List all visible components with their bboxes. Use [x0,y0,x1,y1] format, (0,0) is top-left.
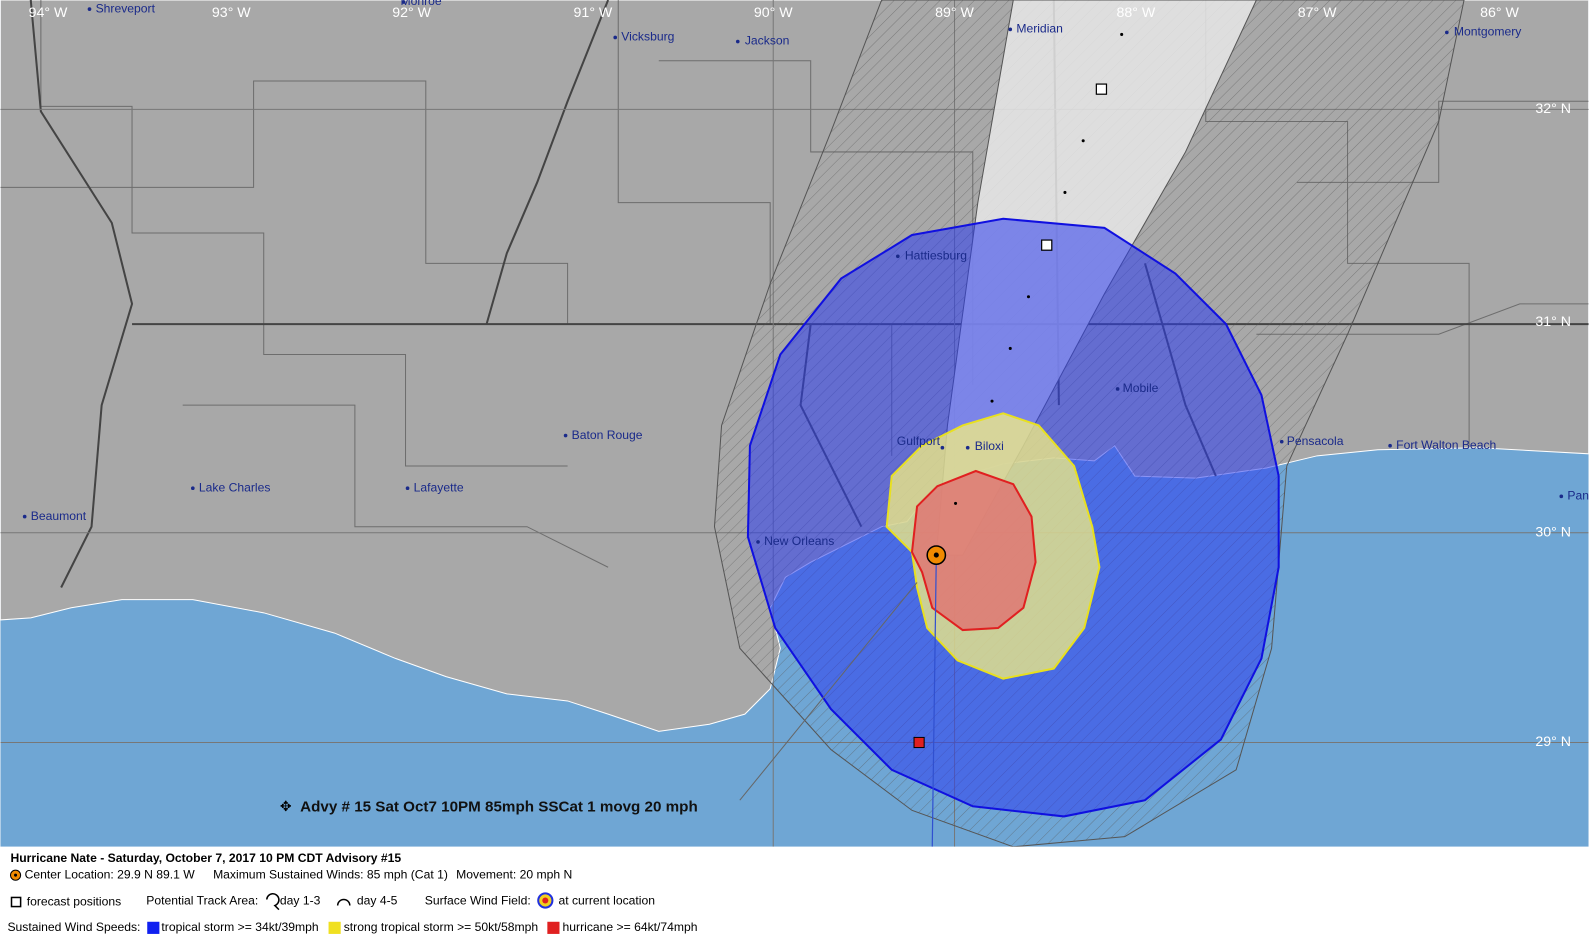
hurricane-swatch [547,921,560,934]
wind-speeds-label: Sustained Wind Speeds: [7,920,140,934]
city-label: Baton Rouge [572,428,643,442]
city-dot [1115,387,1120,391]
longitude-label: 86° W [1480,5,1519,21]
city-dot [1388,443,1392,448]
track-line [931,555,937,847]
longitude-label: 88° W [1116,5,1155,21]
forecast-positions [1041,83,1108,251]
city-label: Gulfport [897,434,941,448]
legend-title: Hurricane Nate - Saturday, October 7, 20… [10,851,401,865]
city-label: Pensacola [1287,434,1344,448]
city-label: Meridian [1016,22,1063,36]
longitude-label: 91° W [574,5,613,21]
current-location: at current location [558,894,655,908]
past-position [913,736,925,749]
city-dot [1445,30,1449,35]
day-4-5: day 4-5 [357,894,398,908]
center-location: Center Location: 29.9 N 89.1 W [25,867,196,881]
city-dot [895,254,900,259]
forecast-icon [10,896,22,908]
latitude-label: 29° N [1535,734,1571,750]
longitude-label: 87° W [1298,5,1337,21]
max-winds: Maximum Sustained Winds: 85 mph (Cat 1) [213,867,448,881]
day-4-5-icon [336,898,351,906]
movement: Movement: 20 mph N [456,867,572,881]
move-icon: ✥ [280,799,292,815]
current-location-marker [926,545,947,565]
city-label: Biloxi [975,439,1004,453]
city-label: Shreveport [96,1,156,15]
wind-field-label: Surface Wind Field: [425,894,531,908]
map-area: 94° W 93° W 92° W 91° W 90° W 89° W 88° W 87° W… [0,0,1589,847]
longitude-label: 93° W [212,5,251,21]
longitude-labels: 94° W 93° W 92° W 91° W 90° W 89° W 88° W 87° W… [29,5,1520,21]
city-dot [940,445,945,450]
city-dot [1008,27,1013,32]
city-dot [965,445,970,450]
advisory-leader [739,582,918,801]
strong-tropical-storm: strong tropical storm >= 50kt/58mph [344,920,538,934]
tropical-storm-swatch [147,921,160,934]
latitude-labels: 32° N 31° N 30° N 29° N [1535,101,1571,750]
longitude-label: 94° W [29,5,68,21]
city-dot [22,514,27,519]
wind-field-icon-core [542,897,549,904]
city-label: Pan [1567,489,1589,503]
latitude-label: 30° N [1535,525,1571,541]
city-label: Monroe [400,0,441,8]
city-labels: Shreveport Monroe Vicksburg Jackson Meridian… [22,0,1589,548]
city-dot [756,540,760,544]
track-area-label: Potential Track Area: [146,894,258,908]
city-dot [613,35,618,40]
longitude-label: 90° W [754,5,793,21]
city-dot [1559,494,1564,499]
city-label: Fort Walton Beach [1396,438,1496,452]
city-dot [405,486,410,491]
wind-field-hurricane [910,469,1037,632]
city-label: Montgomery [1454,25,1522,39]
city-dot [401,0,406,4]
longitude-label: 92° W [392,5,431,21]
latitude-label: 32° N [1535,101,1571,117]
city-label: New Orleans [764,534,834,548]
city-dot [190,486,195,491]
legend: Hurricane Nate - Saturday, October 7, 20… [7,851,697,934]
city-dot [735,39,740,44]
city-dot [87,7,92,11]
legend-panel [0,846,1589,940]
latitude-label: 31° N [1535,314,1571,330]
city-dot [1279,439,1284,444]
city-label: Lake Charles [199,480,271,494]
city-dot [563,433,568,438]
longitude-label: 89° W [935,5,974,21]
forecast-positions: forecast positions [27,895,121,909]
day-1-3: day 1-3 [280,894,321,908]
advisory-callout: ✥ Advy # 15 Sat Oct7 10PM 85mph SSCat 1 … [280,798,698,815]
advisory-label: Advy # 15 Sat Oct7 10PM 85mph SSCat 1 mo… [300,798,698,815]
strong-tropical-storm-swatch [328,921,341,934]
tropical-storm: tropical storm >= 34kt/39mph [161,920,318,934]
city-label: Mobile [1123,381,1159,395]
center-icon-dot [14,873,18,877]
hurricane: hurricane >= 64kt/74mph [563,920,698,934]
city-label: Beaumont [31,509,87,523]
city-label: Vicksburg [621,30,674,44]
forecast-dots [954,32,1124,505]
city-label: Jackson [745,34,790,48]
city-label: Lafayette [414,480,464,494]
city-label: Hattiesburg [905,248,967,262]
day-1-3-icon [266,893,280,911]
